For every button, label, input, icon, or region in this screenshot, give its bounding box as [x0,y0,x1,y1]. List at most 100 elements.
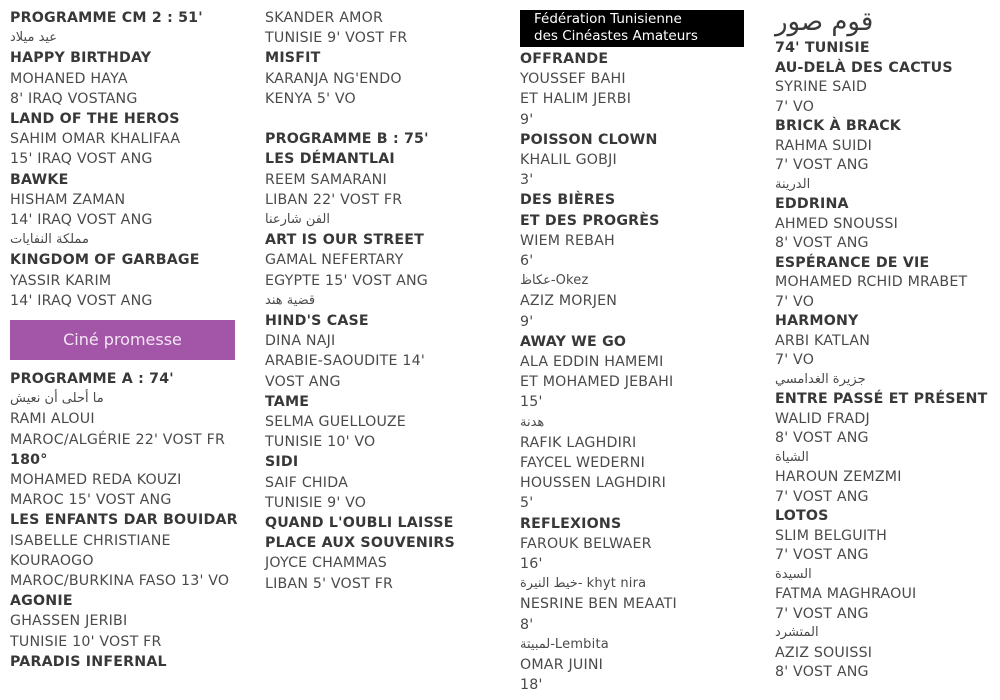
program-line: WALID FRADJ [775,410,870,427]
federation-banner: Fédération Tunisienne des Cinéastes Amat… [520,10,744,47]
film-title: QUAND L'OUBLI LAISSE [265,515,454,531]
film-title: LES ENFANTS DAR BOUIDAR [10,512,238,529]
program-line: HISHAM ZAMAN [10,191,126,208]
film-title: TAME [265,393,310,410]
arabic-title: المتشرد [775,625,819,640]
program-line: KHALIL GOBJI [520,152,617,168]
program-line: 8' VOST ANG [775,664,869,680]
film-title: OFFRANDE [520,51,609,67]
film-title: BRICK À BRACK [775,118,902,134]
program-line: TUNISIE 9' VO [265,494,367,511]
program-line: NESRINE BEN MEAATI [520,596,677,613]
program-line: 9' [520,313,534,330]
program-line: HAROUN ZEMZMI [775,469,902,485]
film-title: LOTOS [775,508,829,524]
program-line: 8' VOST ANG [775,430,869,446]
program-line: MAROC/BURKINA FASO 13' VO [10,573,230,589]
film-title: SIDI [265,454,299,471]
program-line: TUNISIE 10' VO [265,434,376,451]
cine-promesse-banner: Ciné promesse [10,320,235,360]
film-title: PARADIS INFERNAL [10,653,167,670]
program-line: 14' IRAQ VOST ANG [10,292,153,309]
arabic-title: جزيرة الغدامسي [775,371,866,387]
program-line: YOUSSEF BAHI [520,71,626,88]
program-line: 15' IRAQ VOST ANG [10,151,153,168]
program-line: 14' IRAQ VOST ANG [10,212,153,228]
program-line: MAROC 15' VOST ANG [10,492,172,509]
program-line: 8' IRAQ VOSTANG [10,90,138,107]
program-line: SAHIM OMAR KHALIFAA [10,131,181,148]
program-line: SELMA GUELLOUZE [265,414,406,430]
film-title: MISFIT [265,50,321,67]
arabic-title: ما أحلى أن نعيش [10,391,104,407]
program-line: ET MOHAMED JEBAHI [520,374,674,391]
film-title: 74' TUNISIE [775,40,870,56]
program-line: LIBAN 22' VOST FR [265,191,403,208]
program-line: KENYA 5' VO [265,90,356,107]
program-line: 7' VO [775,293,815,310]
arabic-title: عكاظ-Okez [520,273,589,289]
arabic-title: قضية هند [265,292,316,308]
program-line: 15' [520,394,543,411]
film-title: POISSON CLOWN [520,131,658,148]
program-line: GHASSEN JERIBI [10,613,128,630]
arabic-title: الفن شارعنا [265,212,330,227]
program-line: FATMA MAGHRAOUI [775,586,917,602]
arabic-title: الشياة [775,449,809,465]
film-title: KINGDOM OF GARBAGE [10,252,200,269]
film-title: ENTRE PASSÉ ET PRÉSENT [775,391,988,407]
program-line: 5' [520,495,534,512]
arabic-title: مملكة النفايات [10,232,89,248]
film-title: 180° [10,451,48,468]
program-line: SKANDER AMOR [265,10,384,26]
program-line: FAYCEL WEDERNI [520,455,645,471]
program-line: 9' [520,111,534,128]
program-line: RAFIK LAGHDIRI [520,434,637,451]
program-line: 8' [520,616,534,633]
arabic-title: لمبيتة-Lembita [520,636,609,652]
program-line: 7' VO [775,98,815,115]
film-title: ART IS OUR STREET [265,232,425,249]
program-line: 7' VOST ANG [775,547,869,563]
film-title: AWAY WE GO [520,333,627,350]
program-line: MAROC/ALGÉRIE 22' VOST FR [10,431,226,448]
program-line: KARANJA NG'ENDO [265,70,402,87]
federation-line-1: Fédération Tunisienne [534,11,682,27]
program-line: RAMI ALOUI [10,411,95,428]
program-line: OMAR JUINI [520,657,604,673]
federation-line-2: des Cinéastes Amateurs [534,28,698,44]
program-line: HOUSSEN LAGHDIRI [520,475,667,492]
film-title: LAND OF THE HEROS [10,111,180,127]
film-title: BAWKE [10,171,69,188]
film-title: ET DES PROGRÈS [520,212,660,229]
arabic-title: هدنة [520,414,545,430]
program-line: ALA EDDIN HAMEMI [520,354,664,370]
program-line: 7' VOST ANG [775,157,869,173]
program-line: MOHAMED REDA KOUZI [10,472,182,488]
program-line: ARABIE-SAOUDITE 14' [265,353,425,370]
program-line: AZIZ MORJEN [520,293,618,310]
program-line: SLIM BELGUITH [775,527,887,544]
program-line: DINA NAJI [265,333,336,350]
program-line: 7' VOST ANG [775,605,869,622]
program-line: LIBAN 5' VOST FR [265,575,394,592]
film-title: REFLEXIONS [520,515,622,532]
program-line: ET HALIM JERBI [520,91,632,108]
program-line: WIEM REBAH [520,232,615,249]
film-title: PROGRAMME A : 74' [10,371,174,387]
program-line: GAMAL NEFERTARY [265,252,404,269]
arabic-title: السيدة [775,566,812,582]
program-line: 8' VOST ANG [775,235,869,251]
film-title: ESPÉRANCE DE VIE [775,254,930,271]
program-line: AZIZ SOUISSI [775,644,873,661]
program-line: ARBI KATLAN [775,332,871,349]
program-line: 3' [520,172,534,189]
program-line: 18' [520,677,543,694]
arabic-title: عيد ميلاد [10,30,58,46]
program-line: FAROUK BELWAER [520,535,652,552]
program-line: 16' [520,556,543,572]
program-line: TUNISIE 10' VOST FR [10,633,162,650]
film-title: HAPPY BIRTHDAY [10,50,152,67]
film-title: EDDRINA [775,196,849,212]
program-line: MOHAMED RCHID MRABET [775,274,968,290]
